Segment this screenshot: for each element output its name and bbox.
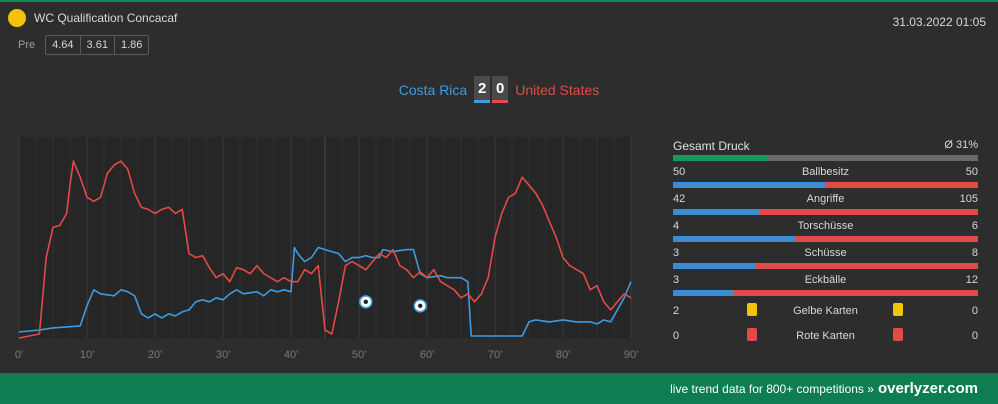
brand-logo-text: overlyzer.com <box>877 380 978 397</box>
x-tick-label: 60' <box>420 349 434 361</box>
stat-bar <box>673 263 978 269</box>
total-pressure-remaining <box>767 155 978 161</box>
stat-away-value: 8 <box>971 247 978 259</box>
league-name: WC Qualification Concacaf <box>34 11 178 25</box>
goal-ball-center <box>418 303 423 309</box>
home-team-name[interactable]: Costa Rica <box>398 81 468 98</box>
x-tick-label: 70' <box>488 349 502 361</box>
stat-row: 4 Torschüsse 6 <box>673 218 978 245</box>
yellow-card-icon <box>747 303 757 316</box>
yellow-card-icon <box>893 303 903 316</box>
pressure-trend-chart: 0' 10' 20' 30' 40' 50' 60' 70' 80' 90' <box>15 137 638 361</box>
away-score: 0 <box>492 76 509 103</box>
stat-bar-home <box>673 263 757 269</box>
stat-home-value: 42 <box>673 193 686 205</box>
match-datetime: 31.03.2022 01:05 <box>892 15 986 29</box>
footer-tagline: live trend data for 800+ competitions » <box>670 382 874 396</box>
stat-home-value: 50 <box>673 166 686 178</box>
cards-label: Rote Karten <box>796 330 855 342</box>
odds-box: 4.64 3.61 1.86 <box>45 35 150 55</box>
stat-label: Ballbesitz <box>801 166 850 178</box>
top-accent-bar <box>0 0 998 2</box>
league-icon <box>8 9 26 27</box>
total-pressure-row: Gesamt Druck Ø 31% <box>673 137 978 164</box>
stat-home-value: 3 <box>673 274 680 286</box>
total-pressure-bar <box>673 155 978 161</box>
away-team-name[interactable]: United States <box>515 81 600 98</box>
stat-bar <box>673 290 978 296</box>
stat-bar <box>673 182 978 188</box>
stat-label: Eckbälle <box>804 274 847 286</box>
odds-draw: 3.61 <box>81 36 115 54</box>
x-tick-label: 10' <box>80 349 94 361</box>
stat-row: 3 Eckbälle 12 <box>673 272 978 299</box>
x-tick-label: 40' <box>284 349 298 361</box>
series-line <box>18 246 632 337</box>
total-pressure-value: Ø 31% <box>944 139 978 151</box>
x-tick-label: 30' <box>216 349 230 361</box>
stat-row: 50 Ballbesitz 50 <box>673 164 978 191</box>
series-line <box>18 160 632 339</box>
stat-away-value: 12 <box>965 274 978 286</box>
stat-label: Angriffe <box>806 193 845 205</box>
cards-away-count: 0 <box>971 305 978 317</box>
stat-bar-away <box>795 236 978 242</box>
x-tick-label: 20' <box>148 349 162 361</box>
stat-away-value: 105 <box>959 193 978 205</box>
red-cards-row: 0 Rote Karten 0 <box>673 324 978 349</box>
stat-label: Torschüsse <box>797 220 854 232</box>
stat-bar-home <box>673 290 734 296</box>
red-card-icon <box>747 328 757 341</box>
stat-bar-home <box>673 236 795 242</box>
footer-banner[interactable]: live trend data for 800+ competitions » o… <box>0 373 998 404</box>
stat-bar <box>673 236 978 242</box>
stat-bar <box>673 209 978 215</box>
stat-home-value: 4 <box>673 220 680 232</box>
red-card-icon <box>893 328 903 341</box>
x-tick-label: 80' <box>556 349 570 361</box>
odds-home: 4.64 <box>46 36 81 54</box>
league-header: WC Qualification Concacaf <box>8 9 177 27</box>
home-score: 2 <box>474 76 491 103</box>
stat-home-value: 3 <box>673 247 680 259</box>
stats-panel: Gesamt Druck Ø 31% 50 Ballbesitz 50 42 Angri… <box>673 137 978 349</box>
stat-bar-home <box>673 182 826 188</box>
stat-bar-away <box>756 263 978 269</box>
odds-label: Pre <box>18 39 36 51</box>
stat-bar-home <box>673 209 761 215</box>
stat-row: 42 Angriffe 105 <box>673 191 978 218</box>
cards-home-count: 0 <box>673 330 680 342</box>
total-pressure-label: Gesamt Druck <box>673 139 750 153</box>
x-tick-label: 50' <box>352 349 366 361</box>
odds-away: 1.86 <box>120 39 143 51</box>
stat-bar-away <box>760 209 978 215</box>
x-tick-label: 0' <box>15 349 23 361</box>
goal-ball-center <box>363 299 368 305</box>
footer-text[interactable]: live trend data for 800+ competitions » o… <box>670 380 978 397</box>
stat-bar-away <box>825 182 978 188</box>
stat-label: Schüsse <box>804 247 847 259</box>
match-scoreline: Costa Rica 2 0 United States <box>0 76 998 103</box>
cards-home-count: 2 <box>673 305 680 317</box>
stat-row: 3 Schüsse 8 <box>673 245 978 272</box>
cards-label: Gelbe Karten <box>793 305 858 317</box>
pre-match-odds: Pre 4.64 3.61 1.86 <box>18 35 150 55</box>
yellow-cards-row: 2 Gelbe Karten 0 <box>673 299 978 324</box>
total-pressure-fill <box>673 155 768 161</box>
stat-bar-away <box>734 290 978 296</box>
stat-away-value: 50 <box>965 166 978 178</box>
x-tick-label: 90' <box>624 349 638 361</box>
stat-away-value: 6 <box>971 220 978 232</box>
cards-away-count: 0 <box>971 330 978 342</box>
